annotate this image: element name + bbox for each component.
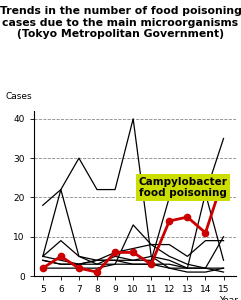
Text: Campylobacter
food poisoning: Campylobacter food poisoning [139,177,228,198]
Text: Year: Year [219,296,238,300]
Text: Trends in the number of food poisoning
cases due to the main microorganisms
(Tok: Trends in the number of food poisoning c… [0,6,241,39]
Text: Cases: Cases [5,92,32,101]
